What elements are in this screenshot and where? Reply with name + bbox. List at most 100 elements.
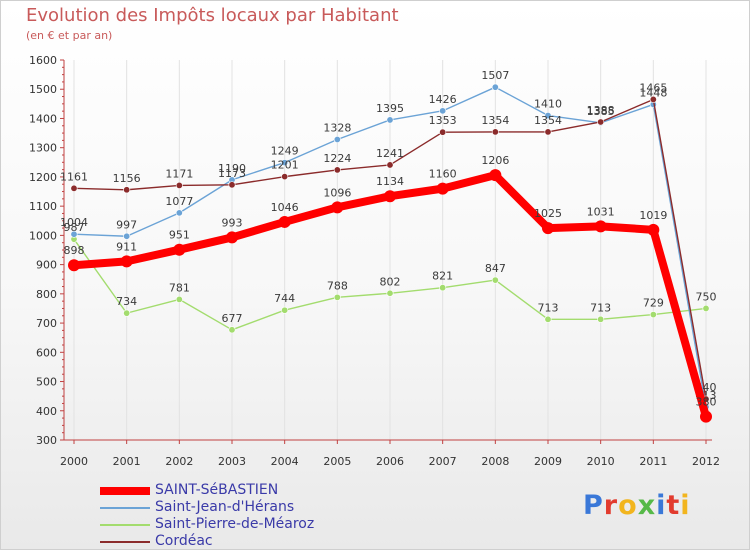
y-tick-label: 300 [36, 434, 57, 447]
data-label: 1354 [481, 114, 509, 127]
data-point [120, 255, 133, 268]
x-tick-label: 2009 [534, 455, 562, 468]
data-point [331, 201, 344, 214]
data-point [649, 95, 657, 103]
legend-label: Saint-Pierre-de-Méaroz [155, 516, 315, 532]
data-point [647, 223, 660, 236]
x-tick-label: 2006 [376, 455, 404, 468]
data-point [491, 276, 499, 284]
data-label: 713 [590, 301, 611, 314]
data-label: 380 [696, 396, 717, 409]
data-point [68, 259, 80, 272]
data-point [439, 128, 447, 136]
data-point [544, 315, 552, 323]
data-point [702, 304, 710, 312]
data-point [649, 311, 657, 319]
y-tick-label: 1200 [29, 171, 57, 184]
logo-letter: o [618, 490, 638, 521]
data-point [333, 293, 341, 301]
data-point [70, 184, 78, 192]
data-point [228, 326, 236, 334]
y-tick-label: 400 [36, 405, 57, 418]
data-point [700, 410, 712, 423]
data-point [175, 295, 183, 303]
data-point [281, 159, 289, 167]
data-label: 1241 [376, 147, 404, 160]
legend-item-saint-jean-d-herans: Saint-Jean-d'Hérans [100, 499, 340, 515]
y-tick-label: 600 [36, 346, 57, 359]
data-point [281, 306, 289, 314]
data-label: 1025 [534, 207, 562, 220]
legend-item-cordeac: Cordéac [100, 533, 340, 549]
data-label: 1249 [271, 145, 299, 158]
data-label: 788 [327, 279, 348, 292]
legend-swatch [100, 507, 150, 509]
x-tick-label: 2007 [429, 455, 457, 468]
data-point [491, 83, 499, 91]
data-label: 1134 [376, 175, 404, 188]
data-label: 1206 [481, 154, 509, 167]
logo-letter: i [656, 490, 667, 521]
data-label: 1096 [323, 186, 351, 199]
chart-subtitle: (en € et par an) [26, 29, 113, 42]
legend-item-saint-sebastien: SAINT-SéBASTIEN [100, 482, 340, 498]
data-label: 911 [116, 240, 137, 253]
data-label: 1410 [534, 98, 562, 111]
data-label: 1353 [429, 114, 457, 127]
data-label: 1385 [587, 105, 615, 118]
data-label: 1077 [165, 195, 193, 208]
x-tick-label: 2005 [323, 455, 351, 468]
data-point [123, 186, 131, 194]
data-point [489, 169, 502, 182]
legend-label: Cordéac [155, 533, 213, 549]
y-tick-label: 1000 [29, 229, 57, 242]
data-point [542, 222, 554, 235]
data-label: 951 [169, 229, 190, 242]
data-label: 1019 [639, 209, 667, 222]
data-label: 781 [169, 281, 190, 294]
data-label: 821 [432, 270, 453, 283]
x-tick-label: 2012 [692, 455, 720, 468]
data-label: 677 [222, 312, 243, 325]
y-tick-label: 1300 [29, 142, 57, 155]
data-label: 713 [538, 301, 559, 314]
legend-item-saint-pierre-de-mearoz: Saint-Pierre-de-Méaroz [100, 516, 340, 532]
data-point [70, 230, 78, 238]
data-label: 734 [116, 295, 137, 308]
logo-letter: t [666, 490, 681, 521]
data-point [384, 190, 396, 203]
x-tick-label: 2004 [271, 455, 299, 468]
data-point [226, 231, 238, 244]
chart-title: Evolution des Impôts locaux par Habitant [26, 5, 399, 26]
data-point [386, 116, 394, 124]
data-label: 898 [64, 244, 85, 257]
data-point [597, 118, 605, 126]
legend-label: SAINT-SéBASTIEN [155, 482, 279, 498]
data-label: 1426 [429, 93, 457, 106]
data-label: 987 [64, 221, 85, 234]
x-tick-label: 2011 [639, 455, 667, 468]
data-label: 1160 [429, 168, 457, 181]
data-label: 729 [643, 297, 664, 310]
data-point [386, 289, 394, 297]
data-label: 847 [485, 262, 506, 275]
data-label: 1190 [218, 162, 246, 175]
logo-letter: P [583, 490, 604, 521]
data-point [278, 215, 291, 228]
legend-swatch [100, 487, 150, 495]
y-tick-label: 500 [36, 376, 57, 389]
x-tick-label: 2002 [165, 455, 193, 468]
y-tick-label: 700 [36, 317, 57, 330]
logo-letter: x [637, 490, 657, 521]
data-point [333, 136, 341, 144]
data-point [544, 112, 552, 120]
data-label: 1388 [587, 104, 615, 117]
data-label: 1173 [218, 167, 246, 180]
legend-swatch [100, 524, 150, 526]
data-point [175, 209, 183, 217]
x-tick-label: 2000 [60, 455, 88, 468]
y-tick-label: 1600 [29, 54, 57, 67]
logo-letter: i [680, 490, 691, 521]
